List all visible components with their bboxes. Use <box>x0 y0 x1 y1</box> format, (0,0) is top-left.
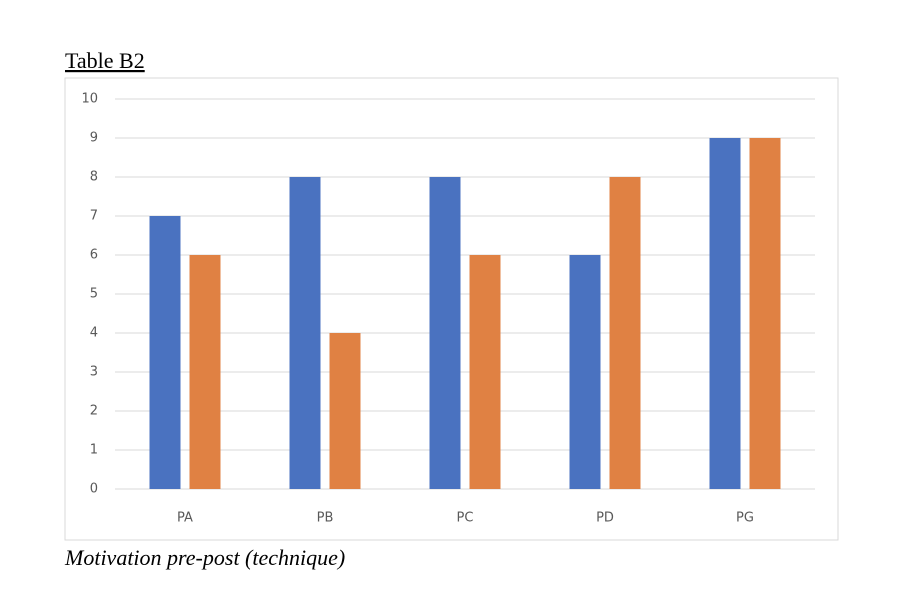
y-tick-label: 1 <box>90 443 98 458</box>
y-tick-label: 7 <box>90 209 98 224</box>
bar <box>569 255 601 489</box>
chart-caption: Motivation pre-post (technique) <box>64 545 345 570</box>
y-tick-label: 3 <box>90 365 98 380</box>
x-tick-label: PA <box>177 511 193 526</box>
y-tick-label: 2 <box>90 404 98 419</box>
y-tick-label: 10 <box>81 92 98 107</box>
y-tick-label: 8 <box>90 170 98 185</box>
y-tick-label: 9 <box>90 131 98 146</box>
x-tick-label: PC <box>457 511 474 526</box>
bar <box>469 255 501 489</box>
x-tick-label: PD <box>596 511 614 526</box>
bar <box>609 177 641 489</box>
bar <box>149 216 181 489</box>
y-tick-label: 4 <box>90 326 98 341</box>
x-tick-label: PB <box>317 511 334 526</box>
chart-title: Table B2 <box>65 48 145 73</box>
y-tick-label: 5 <box>90 287 98 302</box>
bar <box>429 177 461 489</box>
x-tick-label: PG <box>736 511 754 526</box>
bar <box>189 255 221 489</box>
bar <box>289 177 321 489</box>
bar <box>709 138 741 489</box>
bar <box>749 138 781 489</box>
y-tick-label: 6 <box>90 248 98 263</box>
bar <box>329 333 361 489</box>
y-tick-label: 0 <box>90 482 98 497</box>
